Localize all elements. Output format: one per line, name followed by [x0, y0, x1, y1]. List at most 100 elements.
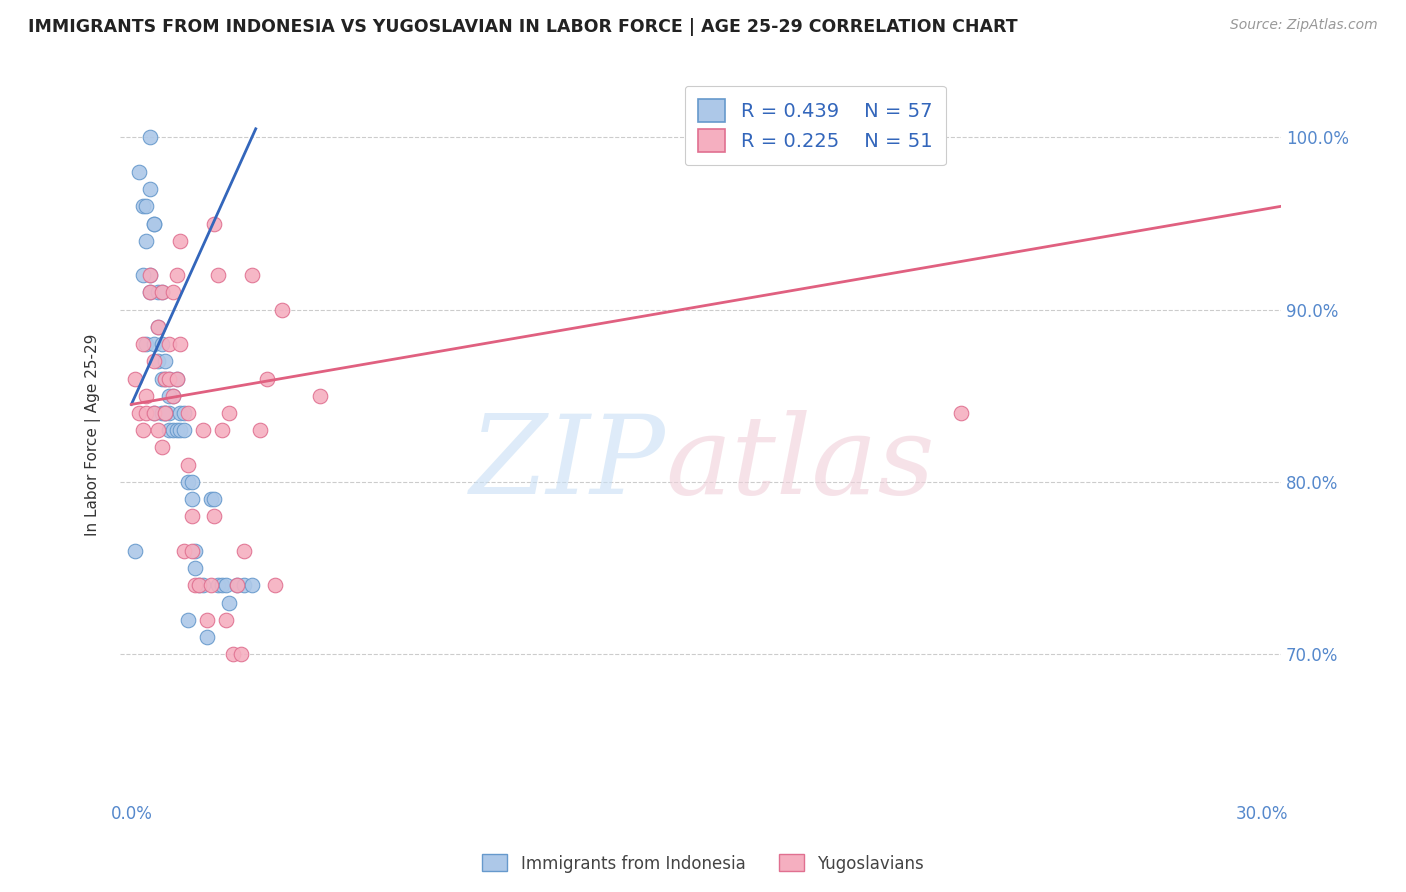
- Point: [155, 371, 177, 385]
- Point: [191, 578, 214, 592]
- Point: [222, 647, 245, 661]
- Point: [139, 130, 162, 145]
- Point: [146, 319, 169, 334]
- Point: [214, 613, 236, 627]
- Point: [173, 406, 195, 420]
- Point: [135, 406, 157, 420]
- Point: [124, 371, 146, 385]
- Point: [225, 578, 247, 592]
- Point: [180, 492, 202, 507]
- Point: [139, 182, 162, 196]
- Point: [177, 458, 200, 472]
- Point: [139, 268, 162, 283]
- Point: [211, 423, 233, 437]
- Point: [162, 389, 184, 403]
- Point: [195, 630, 218, 644]
- Point: [233, 578, 256, 592]
- Point: [131, 268, 153, 283]
- Point: [143, 354, 166, 368]
- Point: [150, 406, 173, 420]
- Point: [150, 371, 173, 385]
- Point: [240, 268, 263, 283]
- Point: [207, 578, 229, 592]
- Point: [184, 561, 207, 575]
- Point: [157, 389, 180, 403]
- Point: [249, 423, 271, 437]
- Point: [150, 285, 173, 300]
- Point: [233, 544, 256, 558]
- Point: [240, 578, 263, 592]
- Point: [143, 406, 166, 420]
- Text: atlas: atlas: [665, 410, 935, 517]
- Point: [169, 234, 191, 248]
- Point: [131, 337, 153, 351]
- Point: [135, 234, 157, 248]
- Point: [155, 406, 177, 420]
- Point: [162, 285, 184, 300]
- Point: [139, 285, 162, 300]
- Point: [188, 578, 211, 592]
- Point: [135, 199, 157, 213]
- Point: [184, 578, 207, 592]
- Y-axis label: In Labor Force | Age 25-29: In Labor Force | Age 25-29: [86, 334, 101, 536]
- Point: [191, 423, 214, 437]
- Point: [131, 423, 153, 437]
- Point: [177, 475, 200, 489]
- Point: [155, 406, 177, 420]
- Point: [195, 613, 218, 627]
- Point: [200, 492, 222, 507]
- Point: [218, 406, 240, 420]
- Point: [202, 509, 225, 524]
- Point: [166, 371, 188, 385]
- Legend: Immigrants from Indonesia, Yugoslavians: Immigrants from Indonesia, Yugoslavians: [475, 847, 931, 880]
- Point: [218, 595, 240, 609]
- Point: [162, 389, 184, 403]
- Point: [139, 285, 162, 300]
- Point: [949, 406, 972, 420]
- Point: [143, 337, 166, 351]
- Point: [139, 268, 162, 283]
- Text: Source: ZipAtlas.com: Source: ZipAtlas.com: [1230, 18, 1378, 32]
- Point: [177, 406, 200, 420]
- Point: [184, 544, 207, 558]
- Point: [202, 492, 225, 507]
- Point: [128, 406, 150, 420]
- Point: [166, 268, 188, 283]
- Point: [155, 354, 177, 368]
- Point: [146, 285, 169, 300]
- Point: [169, 337, 191, 351]
- Point: [180, 509, 202, 524]
- Point: [180, 544, 202, 558]
- Legend: R = 0.439    N = 57, R = 0.225    N = 51: R = 0.439 N = 57, R = 0.225 N = 51: [685, 86, 946, 166]
- Point: [211, 578, 233, 592]
- Point: [128, 165, 150, 179]
- Text: IMMIGRANTS FROM INDONESIA VS YUGOSLAVIAN IN LABOR FORCE | AGE 25-29 CORRELATION : IMMIGRANTS FROM INDONESIA VS YUGOSLAVIAN…: [28, 18, 1018, 36]
- Point: [271, 302, 294, 317]
- Point: [143, 217, 166, 231]
- Point: [200, 578, 222, 592]
- Point: [169, 423, 191, 437]
- Point: [157, 406, 180, 420]
- Point: [157, 423, 180, 437]
- Point: [162, 423, 184, 437]
- Point: [263, 578, 285, 592]
- Point: [131, 199, 153, 213]
- Point: [188, 578, 211, 592]
- Point: [143, 406, 166, 420]
- Point: [180, 475, 202, 489]
- Point: [166, 371, 188, 385]
- Point: [146, 354, 169, 368]
- Point: [214, 578, 236, 592]
- Point: [704, 130, 727, 145]
- Point: [146, 319, 169, 334]
- Point: [177, 613, 200, 627]
- Point: [143, 217, 166, 231]
- Point: [157, 371, 180, 385]
- Point: [135, 337, 157, 351]
- Point: [207, 268, 229, 283]
- Point: [155, 371, 177, 385]
- Text: ZIP: ZIP: [470, 410, 665, 517]
- Point: [173, 544, 195, 558]
- Point: [202, 217, 225, 231]
- Point: [150, 285, 173, 300]
